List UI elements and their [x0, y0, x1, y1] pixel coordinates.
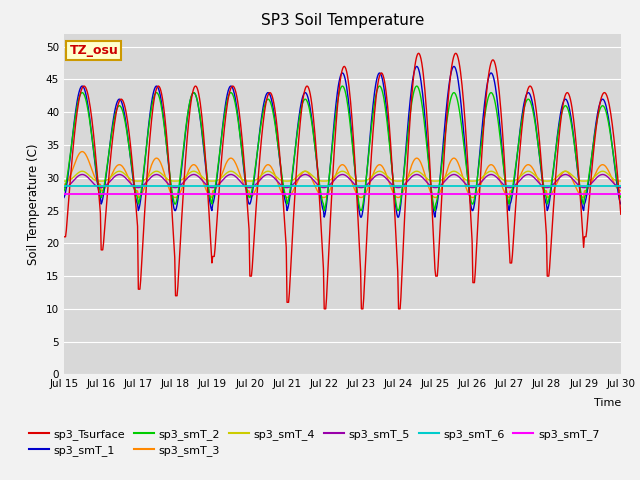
Y-axis label: Soil Temperature (C): Soil Temperature (C)	[28, 143, 40, 265]
Legend: sp3_Tsurface, sp3_smT_1, sp3_smT_2, sp3_smT_3, sp3_smT_4, sp3_smT_5, sp3_smT_6, : sp3_Tsurface, sp3_smT_1, sp3_smT_2, sp3_…	[25, 424, 604, 460]
Text: Time: Time	[593, 398, 621, 408]
Text: TZ_osu: TZ_osu	[70, 44, 118, 57]
Title: SP3 Soil Temperature: SP3 Soil Temperature	[260, 13, 424, 28]
